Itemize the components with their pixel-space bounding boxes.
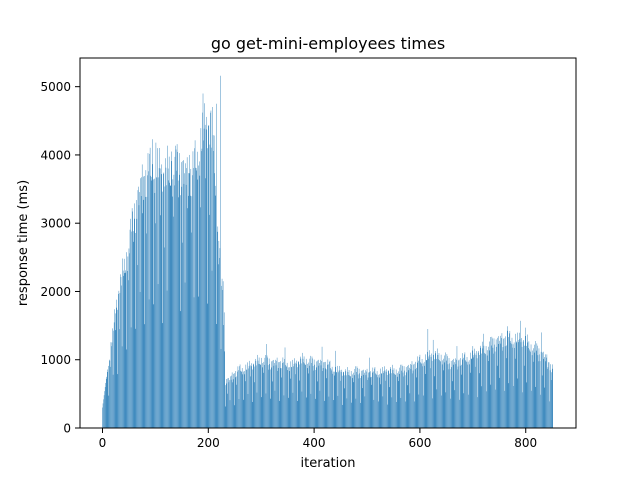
y-tick-label: 0 <box>63 422 71 436</box>
x-axis-ticks: 0 200 400 600 800 <box>99 428 537 450</box>
bar-series <box>102 75 553 429</box>
x-tick-label: 400 <box>303 436 326 450</box>
y-tick-label: 3000 <box>40 217 71 231</box>
y-axis-label: response time (ms) <box>16 180 31 306</box>
y-tick-label: 2000 <box>40 285 71 299</box>
chart-title: go get-mini-employees times <box>211 34 445 53</box>
y-tick-label: 4000 <box>40 148 71 162</box>
x-tick-label: 600 <box>408 436 431 450</box>
x-tick-label: 200 <box>197 436 220 450</box>
y-axis-ticks: 0 1000 2000 3000 4000 5000 <box>40 80 80 436</box>
plot-frame <box>79 57 577 429</box>
y-tick-label: 1000 <box>40 353 71 367</box>
y-tick-label: 5000 <box>40 80 71 94</box>
x-axis-label: iteration <box>301 456 356 471</box>
x-tick-label: 800 <box>514 436 537 450</box>
x-tick-label: 0 <box>99 436 107 450</box>
